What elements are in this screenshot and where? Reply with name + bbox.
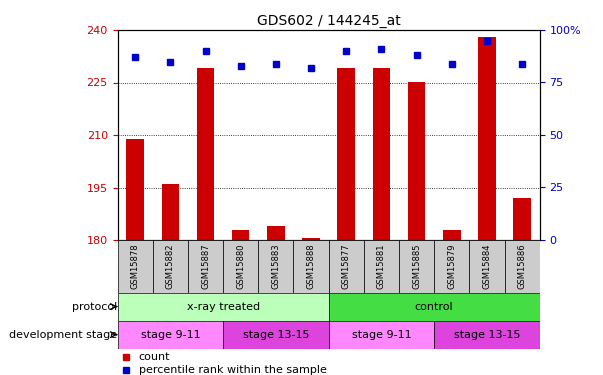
- Bar: [127, 138, 144, 240]
- Text: percentile rank within the sample: percentile rank within the sample: [139, 365, 327, 375]
- Text: stage 9-11: stage 9-11: [140, 330, 200, 340]
- Text: GSM15878: GSM15878: [131, 243, 140, 289]
- Bar: [329, 321, 434, 349]
- Bar: [364, 240, 399, 292]
- Bar: [478, 37, 496, 240]
- Bar: [294, 240, 329, 292]
- Bar: [408, 82, 425, 240]
- Bar: [373, 69, 390, 240]
- Text: GSM15884: GSM15884: [482, 243, 491, 289]
- Text: GSM15888: GSM15888: [306, 243, 315, 289]
- Text: protocol: protocol: [72, 302, 117, 312]
- Text: development stage: development stage: [9, 330, 117, 340]
- Text: count: count: [139, 352, 170, 362]
- Bar: [434, 321, 540, 349]
- Bar: [505, 240, 540, 292]
- Bar: [267, 226, 285, 240]
- Bar: [232, 230, 250, 240]
- Bar: [338, 69, 355, 240]
- Text: x-ray treated: x-ray treated: [186, 302, 260, 312]
- Text: GSM15880: GSM15880: [236, 243, 245, 289]
- Bar: [399, 240, 434, 292]
- Bar: [302, 238, 320, 240]
- Text: GSM15886: GSM15886: [517, 243, 526, 289]
- Bar: [197, 69, 214, 240]
- Bar: [443, 230, 461, 240]
- Text: GSM15882: GSM15882: [166, 243, 175, 289]
- Bar: [118, 321, 223, 349]
- Bar: [162, 184, 179, 240]
- Bar: [188, 240, 223, 292]
- Bar: [329, 292, 540, 321]
- Text: GSM15879: GSM15879: [447, 243, 456, 289]
- Bar: [329, 240, 364, 292]
- Title: GDS602 / 144245_at: GDS602 / 144245_at: [257, 13, 400, 28]
- Text: stage 13-15: stage 13-15: [242, 330, 309, 340]
- Bar: [258, 240, 294, 292]
- Bar: [118, 292, 329, 321]
- Text: stage 9-11: stage 9-11: [352, 330, 411, 340]
- Bar: [153, 240, 188, 292]
- Text: stage 13-15: stage 13-15: [453, 330, 520, 340]
- Text: GSM15885: GSM15885: [412, 243, 421, 289]
- Text: GSM15877: GSM15877: [342, 243, 351, 289]
- Bar: [118, 240, 153, 292]
- Bar: [223, 321, 329, 349]
- Bar: [434, 240, 469, 292]
- Bar: [513, 198, 531, 240]
- Text: GSM15887: GSM15887: [201, 243, 210, 289]
- Bar: [469, 240, 505, 292]
- Text: GSM15881: GSM15881: [377, 243, 386, 289]
- Text: GSM15883: GSM15883: [271, 243, 280, 289]
- Bar: [223, 240, 258, 292]
- Text: control: control: [415, 302, 453, 312]
